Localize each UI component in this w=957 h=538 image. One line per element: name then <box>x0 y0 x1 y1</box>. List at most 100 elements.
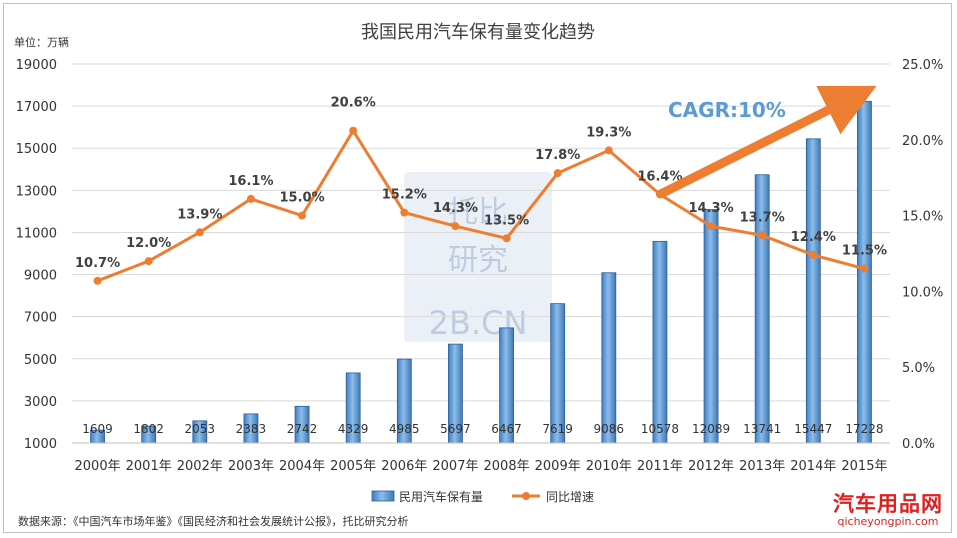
growth-point <box>707 222 716 231</box>
growth-label: 13.9% <box>177 207 222 222</box>
y-left-tick-label: 11000 <box>16 226 57 241</box>
bar-value-label: 2742 <box>287 422 318 436</box>
growth-label: 13.7% <box>740 210 785 225</box>
growth-point <box>860 264 869 273</box>
growth-point <box>758 231 767 240</box>
growth-label: 19.3% <box>586 125 631 140</box>
bar-value-label: 7619 <box>542 422 573 436</box>
y-right-tick-label: 15.0% <box>902 210 943 225</box>
bar-value-label: 4985 <box>389 422 420 436</box>
growth-point <box>604 146 613 155</box>
source-note: 数据来源：《中国汽车市场年鉴》《国民经济和社会发展统计公报》，托比研究分析 <box>18 515 409 528</box>
brand-url: qicheyongpin.com <box>837 515 939 528</box>
bar-value-label: 4329 <box>338 422 369 436</box>
growth-label: 12.0% <box>126 236 171 251</box>
growth-point <box>451 222 460 231</box>
growth-label: 15.2% <box>382 188 427 203</box>
legend-bar-swatch <box>371 490 395 502</box>
growth-point <box>298 211 307 220</box>
x-tick-label: 2012年 <box>688 459 734 474</box>
cagr-annotation: CAGR:10% <box>668 98 786 122</box>
growth-label: 12.4% <box>791 230 836 245</box>
bar-value-label: 10578 <box>641 422 679 436</box>
y-right-tick-label: 10.0% <box>902 285 943 300</box>
growth-label: 16.4% <box>637 169 682 184</box>
legend-bar-label: 民用汽车保有量 <box>399 489 483 504</box>
y-left-tick-label: 19000 <box>16 58 57 73</box>
bar-value-label: 13741 <box>743 422 781 436</box>
growth-line <box>97 129 865 283</box>
bar-value-label: 2383 <box>236 422 267 436</box>
y-left-tick-label: 9000 <box>24 269 57 284</box>
x-tick-label: 2004年 <box>279 459 325 474</box>
growth-label: 17.8% <box>535 148 580 163</box>
watermark-text-2: 研究 <box>448 243 508 278</box>
cagr-arrow <box>657 85 877 199</box>
x-tick-label: 2013年 <box>739 459 785 474</box>
x-tick-label: 2008年 <box>484 459 530 474</box>
x-tick-label: 2007年 <box>432 459 478 474</box>
x-tick-label: 2005年 <box>330 459 376 474</box>
bar-value-label: 2053 <box>185 422 216 436</box>
x-tick-label: 2001年 <box>126 459 172 474</box>
growth-label: 20.6% <box>331 96 376 111</box>
bar-value-label: 1609 <box>82 422 113 436</box>
y-left-tick-label: 13000 <box>16 184 57 199</box>
y-right-tick-label: 5.0% <box>902 361 935 376</box>
y-left-tick-label: 15000 <box>16 142 57 157</box>
y-left-tick-label: 5000 <box>24 353 57 368</box>
growth-label: 11.5% <box>842 244 887 259</box>
bar-value-label: 12089 <box>692 422 730 436</box>
bar <box>652 240 668 444</box>
x-tick-label: 2015年 <box>841 459 887 474</box>
bar-value-label: 15447 <box>794 422 832 436</box>
growth-point <box>144 257 153 266</box>
growth-label: 15.0% <box>280 191 325 206</box>
growth-label: 14.3% <box>433 201 478 216</box>
bar <box>601 272 617 444</box>
brand-logo: 汽车用品网 qicheyongpin.com <box>833 493 943 528</box>
x-tick-label: 2009年 <box>535 459 581 474</box>
x-tick-label: 2002年 <box>177 459 223 474</box>
growth-label: 13.5% <box>484 213 529 228</box>
y-right-tick-label: 20.0% <box>902 134 943 149</box>
growth-point <box>400 208 409 217</box>
y-right-tick-label: 25.0% <box>902 58 943 73</box>
y-left-tick-label: 17000 <box>16 100 57 115</box>
growth-point <box>349 126 358 135</box>
growth-label: 16.1% <box>228 174 273 189</box>
growth-point <box>553 169 562 178</box>
x-tick-label: 2000年 <box>75 459 121 474</box>
growth-point <box>195 228 204 237</box>
x-tick-label: 2014年 <box>790 459 836 474</box>
unit-label: 单位：万辆 <box>14 35 69 49</box>
growth-label: 14.3% <box>689 201 734 216</box>
y-left-tick-label: 3000 <box>24 395 57 410</box>
legend-line-marker <box>522 492 530 500</box>
bar-value-label: 5697 <box>440 422 471 436</box>
brand-name: 汽车用品网 <box>833 492 943 516</box>
y-left-tick-label: 7000 <box>24 311 57 326</box>
x-tick-label: 2003年 <box>228 459 274 474</box>
x-tick-label: 2010年 <box>586 459 632 474</box>
growth-point <box>93 276 102 285</box>
watermark-box <box>404 172 552 342</box>
bar <box>703 209 719 444</box>
growth-point <box>809 251 818 260</box>
chart-title: 我国民用汽车保有量变化趋势 <box>361 22 595 43</box>
bar-value-label: 17228 <box>845 422 883 436</box>
y-right-tick-label: 0.0% <box>902 437 935 452</box>
bar-value-label: 9086 <box>594 422 625 436</box>
growth-point <box>502 234 511 243</box>
growth-point <box>246 194 255 203</box>
growth-label: 10.7% <box>75 256 120 271</box>
bar-value-label: 1802 <box>133 422 164 436</box>
legend-line-label: 同比增速 <box>546 490 594 504</box>
bar <box>805 138 821 444</box>
chart-frame <box>3 3 952 533</box>
x-tick-label: 2006年 <box>381 459 427 474</box>
y-left-tick-label: 1000 <box>24 437 57 452</box>
x-tick-label: 2011年 <box>637 459 683 474</box>
bar-value-label: 6467 <box>491 422 522 436</box>
